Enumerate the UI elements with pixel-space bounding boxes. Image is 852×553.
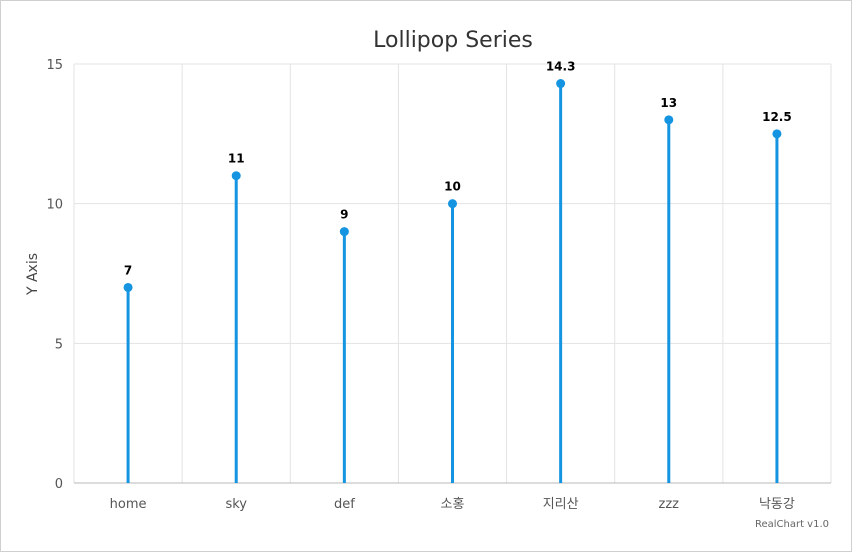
x-tick-label: zzz: [659, 497, 680, 512]
x-tick-label: 지리산: [543, 497, 579, 512]
x-tick-label: def: [334, 497, 355, 512]
lollipop-point[interactable]: [123, 282, 133, 292]
data-label: 9: [340, 208, 348, 222]
y-axis-title: Y Axis: [25, 253, 41, 296]
credit-text: RealChart v1.0: [755, 519, 829, 530]
x-tick-label: 낙동강: [759, 497, 795, 512]
axes: 0 5 10 15 home sky def 소홍 지리산 zzz 낙동강: [46, 58, 831, 512]
y-tick-label: 5: [55, 337, 63, 352]
lollipop-point[interactable]: [664, 115, 674, 125]
lollipop-point[interactable]: [448, 199, 457, 209]
labels: 7 11 9 10 14.3 13 12.5: [124, 60, 792, 278]
lollipop-point[interactable]: [231, 171, 241, 181]
y-tick-label: 0: [55, 477, 63, 492]
lollipop-point[interactable]: [556, 79, 566, 89]
x-tick-label: home: [110, 497, 147, 512]
data-label: 13: [660, 96, 677, 110]
y-tick-label: 10: [46, 198, 63, 213]
data-label: 12.5: [762, 110, 792, 124]
lollipop-point[interactable]: [772, 129, 782, 139]
x-tick-label: sky: [225, 497, 247, 512]
y-tick-label: 15: [46, 58, 63, 73]
data-label: 11: [228, 152, 245, 166]
data-label: 10: [444, 180, 461, 194]
data-label: 7: [124, 263, 132, 277]
data-label: 14.3: [546, 60, 576, 74]
lollipop-point[interactable]: [339, 227, 349, 237]
series-marks: [123, 79, 782, 483]
x-tick-label: 소홍: [441, 497, 465, 512]
chart-title: Lollipop Series: [373, 28, 533, 53]
